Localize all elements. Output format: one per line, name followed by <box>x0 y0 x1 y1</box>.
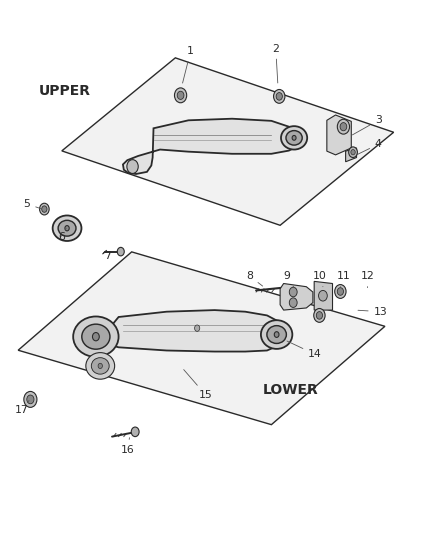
Circle shape <box>337 288 343 295</box>
Ellipse shape <box>53 215 81 241</box>
Text: 8: 8 <box>246 271 263 286</box>
Text: 12: 12 <box>360 271 374 288</box>
Circle shape <box>276 93 283 100</box>
Circle shape <box>39 203 49 215</box>
Circle shape <box>98 364 102 368</box>
Circle shape <box>24 391 37 407</box>
Circle shape <box>127 160 138 173</box>
Text: 14: 14 <box>287 341 322 359</box>
Circle shape <box>314 309 325 322</box>
Ellipse shape <box>86 353 115 379</box>
Ellipse shape <box>73 317 119 357</box>
Polygon shape <box>346 148 357 162</box>
Circle shape <box>289 298 297 308</box>
Text: 4: 4 <box>357 139 382 155</box>
Circle shape <box>274 90 285 103</box>
Ellipse shape <box>82 324 110 349</box>
Ellipse shape <box>267 326 286 343</box>
Text: 2: 2 <box>272 44 279 83</box>
Polygon shape <box>314 281 332 310</box>
Circle shape <box>337 119 350 134</box>
Circle shape <box>174 88 187 103</box>
Text: 10: 10 <box>312 271 326 287</box>
Polygon shape <box>62 58 394 225</box>
Circle shape <box>117 247 124 256</box>
Text: LOWER: LOWER <box>263 383 318 397</box>
Circle shape <box>340 123 347 131</box>
Polygon shape <box>327 115 351 155</box>
Text: 5: 5 <box>24 199 41 209</box>
Text: 11: 11 <box>336 271 350 287</box>
Text: 1: 1 <box>183 46 194 83</box>
Text: 17: 17 <box>15 400 29 415</box>
Text: 9: 9 <box>283 271 294 288</box>
Circle shape <box>131 427 139 437</box>
Circle shape <box>42 206 47 212</box>
Circle shape <box>27 395 34 404</box>
Circle shape <box>177 91 184 100</box>
Text: 7: 7 <box>104 251 111 261</box>
Ellipse shape <box>58 220 76 236</box>
Circle shape <box>292 135 296 140</box>
Ellipse shape <box>261 320 292 349</box>
Circle shape <box>349 147 357 158</box>
Polygon shape <box>102 310 287 352</box>
Ellipse shape <box>281 126 307 150</box>
Polygon shape <box>18 252 385 425</box>
Circle shape <box>351 150 355 155</box>
Polygon shape <box>123 119 301 174</box>
Ellipse shape <box>91 358 109 374</box>
Circle shape <box>318 290 327 301</box>
Circle shape <box>194 325 200 332</box>
Circle shape <box>274 332 279 337</box>
Ellipse shape <box>286 131 302 145</box>
Circle shape <box>316 312 322 319</box>
Text: 3: 3 <box>353 115 382 135</box>
Polygon shape <box>280 284 313 310</box>
Text: 13: 13 <box>358 306 388 317</box>
Text: 15: 15 <box>184 369 213 400</box>
Circle shape <box>65 225 69 231</box>
Text: UPPER: UPPER <box>39 84 91 98</box>
Text: 16: 16 <box>120 438 134 455</box>
Circle shape <box>92 333 99 341</box>
Text: 6: 6 <box>58 228 66 243</box>
Circle shape <box>335 285 346 298</box>
Circle shape <box>289 287 297 297</box>
